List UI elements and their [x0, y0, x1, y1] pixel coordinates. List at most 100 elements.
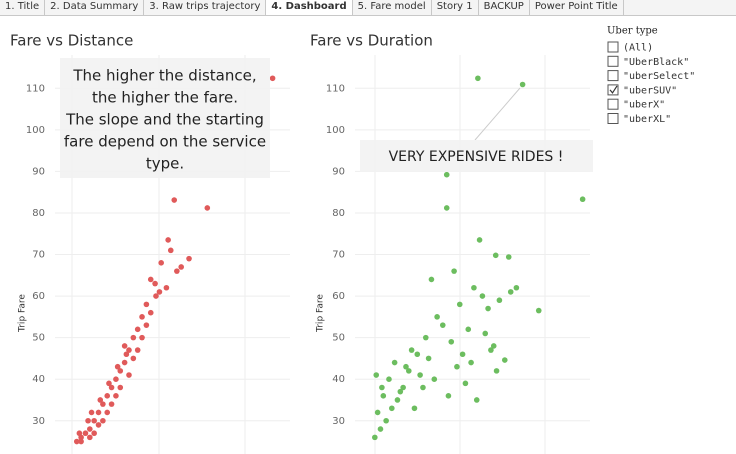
point: [163, 284, 170, 291]
filter-option[interactable]: (All): [607, 41, 653, 54]
filter-label: "uberX": [623, 100, 665, 111]
point: [95, 409, 102, 416]
point: [408, 347, 415, 353]
point: [473, 397, 480, 403]
point: [113, 376, 119, 382]
filter-option[interactable]: "UberBlack": [607, 55, 689, 68]
point: [104, 409, 111, 416]
point: [475, 75, 481, 82]
y-tick-label: 30: [332, 416, 345, 427]
filter-title: Uber type: [607, 26, 658, 37]
point: [147, 309, 154, 316]
point: [134, 326, 141, 333]
tab[interactable]: Power Point Title: [530, 0, 624, 15]
point: [269, 75, 276, 82]
point: [493, 368, 500, 374]
point: [186, 255, 192, 262]
point: [153, 293, 159, 299]
point: [95, 422, 102, 428]
annotation-text: The higher the distance,: [72, 67, 256, 85]
point: [476, 237, 483, 243]
point: [130, 334, 137, 341]
point: [505, 254, 512, 260]
checkbox[interactable]: [607, 55, 619, 67]
checkbox[interactable]: [607, 70, 619, 82]
filter-option[interactable]: "uberXL": [607, 113, 671, 126]
point: [492, 252, 499, 259]
filter-option[interactable]: "uberSelect": [607, 70, 695, 83]
point: [535, 307, 542, 314]
point: [113, 393, 119, 399]
point: [108, 384, 115, 391]
point: [100, 401, 106, 407]
y-tick-label: 70: [32, 250, 45, 261]
annotation-line: [474, 87, 521, 141]
y-tick-label: 30: [32, 416, 45, 427]
point: [377, 426, 384, 432]
checkbox[interactable]: [607, 84, 619, 96]
point: [456, 301, 463, 308]
y-tick-label: 100: [26, 125, 45, 136]
y-tick-label: 110: [326, 83, 345, 94]
point: [178, 264, 185, 270]
point: [374, 409, 381, 416]
point: [204, 205, 211, 211]
checkbox[interactable]: [607, 113, 619, 124]
y-tick-label: 110: [26, 83, 45, 94]
point: [459, 351, 466, 358]
point: [165, 237, 171, 243]
y-tick-label: 100: [326, 125, 345, 136]
tab[interactable]: 2. Data Summary: [45, 0, 145, 15]
y-tick-label: 40: [32, 374, 45, 385]
point: [82, 430, 89, 437]
y-tick-label: 50: [332, 333, 345, 344]
point: [91, 430, 97, 437]
point: [126, 372, 132, 378]
tab[interactable]: 5. Fare model: [353, 0, 432, 15]
point: [117, 368, 124, 374]
point: [394, 397, 401, 403]
filter-option[interactable]: "uberX": [607, 98, 665, 111]
point: [485, 305, 491, 312]
point: [465, 326, 472, 333]
point: [171, 197, 178, 203]
point: [130, 355, 137, 362]
y-axis-label: Trip Fare: [316, 294, 326, 333]
checkbox[interactable]: [607, 41, 619, 53]
point: [425, 355, 432, 362]
tab[interactable]: 4. Dashboard: [266, 0, 353, 15]
y-tick-label: 80: [332, 208, 345, 219]
point: [174, 268, 180, 274]
point: [445, 393, 452, 399]
filter-label: "uberXL": [623, 114, 671, 125]
point: [100, 417, 106, 424]
point: [417, 372, 423, 378]
point: [114, 363, 121, 370]
y-tick-label: 90: [332, 166, 345, 177]
tab[interactable]: BACKUP: [479, 0, 530, 15]
point: [391, 359, 398, 366]
tab[interactable]: Story 1: [432, 0, 479, 15]
y-axis-label: Trip Fare: [18, 294, 28, 333]
filter-option[interactable]: "uberSUV": [607, 84, 677, 97]
point: [386, 376, 392, 382]
y-tick-label: 60: [32, 291, 45, 302]
annotation-text: type.: [146, 155, 184, 173]
point: [143, 301, 150, 308]
point: [448, 338, 455, 345]
checkbox[interactable]: [607, 98, 619, 110]
tab[interactable]: 1. Title: [0, 0, 46, 15]
tab[interactable]: 3. Raw trips trajectory: [144, 0, 267, 15]
point: [372, 434, 378, 441]
point: [91, 417, 97, 424]
point: [380, 393, 387, 399]
point: [462, 380, 469, 387]
chart-title: Fare vs Distance: [10, 32, 133, 50]
point: [501, 357, 508, 363]
point: [379, 384, 385, 391]
point: [431, 376, 438, 382]
point: [405, 368, 412, 374]
annotation-box: [60, 58, 270, 178]
point: [468, 359, 474, 366]
